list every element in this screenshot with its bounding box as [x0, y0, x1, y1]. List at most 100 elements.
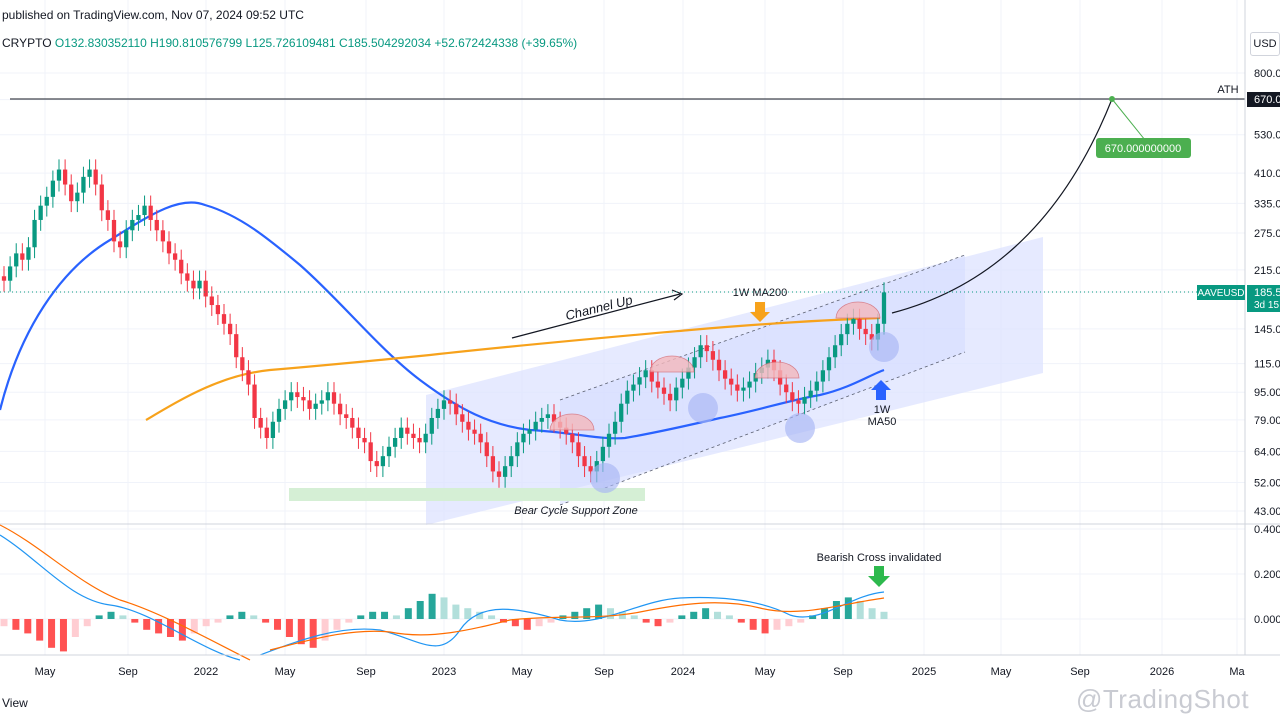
x-tick-label: 2023: [432, 666, 456, 678]
macd-histogram-bar: [856, 601, 864, 619]
signal-line: [0, 524, 885, 661]
candle-body: [606, 433, 612, 447]
candle-body: [661, 387, 667, 394]
candle-body: [221, 314, 227, 324]
macd-histogram-bar: [797, 619, 805, 623]
candle-body: [447, 400, 453, 404]
macd-histogram-bar: [202, 619, 210, 627]
x-tick-label: 2025: [912, 666, 936, 678]
candle-body: [502, 466, 508, 477]
candle-body: [392, 437, 398, 447]
candle-body: [851, 318, 856, 324]
currency-button[interactable]: USD: [1250, 32, 1280, 56]
countdown-text: 3d 15: [1254, 300, 1279, 311]
candle-body: [429, 417, 434, 434]
y-tick-label: 115.0: [1254, 359, 1280, 371]
candle-body: [14, 253, 19, 267]
candle-body: [264, 427, 269, 438]
candle-body: [869, 334, 874, 340]
candle-body: [38, 205, 43, 220]
candle-body: [698, 345, 703, 358]
candle-body: [686, 367, 691, 379]
top-arc: [835, 301, 881, 319]
candle-body: [417, 437, 422, 443]
macd-histogram-bar: [832, 601, 840, 619]
y-tick-label: 64.00: [1254, 446, 1280, 458]
candle-body: [814, 381, 819, 391]
candle-body: [325, 392, 331, 401]
candle-body: [612, 421, 618, 434]
candle-body: [154, 219, 159, 231]
last-price-text: 185.5: [1254, 287, 1280, 299]
candle-body: [276, 408, 282, 422]
candle-body: [722, 370, 728, 379]
candle-body: [99, 184, 104, 211]
macd-histogram-bar: [285, 619, 293, 637]
candle-body: [466, 421, 471, 430]
macd-histogram-bar: [333, 619, 341, 630]
view-label[interactable]: View: [2, 696, 28, 710]
ath-price-text: 670.0: [1254, 94, 1280, 106]
bottom-circle: [785, 413, 815, 443]
candle-body: [790, 392, 795, 401]
candle-body: [252, 384, 257, 418]
candle-body: [582, 456, 587, 467]
macd-histogram-bar: [357, 615, 365, 619]
candle-body: [533, 421, 538, 430]
candle-body: [472, 429, 477, 434]
candle-body: [270, 421, 276, 438]
ath-text: ATH: [1217, 84, 1238, 96]
macd-histogram-bar: [595, 604, 603, 619]
candle-body: [784, 384, 789, 393]
macd-histogram-bar: [369, 611, 377, 619]
macd-histogram-bar: [702, 608, 710, 619]
candle-body: [350, 417, 355, 428]
candle-body: [820, 370, 826, 382]
macd-histogram-bar: [250, 615, 258, 619]
candle-body: [362, 437, 367, 443]
candle-body: [551, 414, 557, 422]
macd-histogram-bar: [511, 619, 519, 627]
ma50-label-1: 1W: [874, 404, 891, 416]
candle-body: [319, 400, 324, 404]
macd-histogram-bar: [392, 615, 400, 619]
candle-body: [69, 184, 74, 202]
bottom-circle: [869, 332, 899, 362]
macd-histogram-bar: [119, 615, 127, 619]
x-tick-label: Sep: [833, 666, 853, 678]
candle-body: [368, 442, 373, 462]
macd-histogram-bar: [404, 608, 412, 619]
candle-body: [75, 192, 80, 202]
x-tick-label: May: [991, 666, 1012, 678]
y-tick-label: 79.00: [1254, 415, 1280, 427]
candle-body: [380, 456, 386, 467]
candle-body: [716, 359, 722, 371]
macd-histogram-bar: [654, 619, 662, 627]
macd-histogram-bar: [440, 597, 448, 619]
macd-histogram-bar: [488, 615, 496, 619]
candle-body: [460, 414, 465, 422]
macd-histogram-bar: [238, 611, 246, 619]
candle-body: [282, 400, 288, 409]
y-tick-label: 275.0: [1254, 228, 1280, 240]
y-tick-label: 95.00: [1254, 387, 1280, 399]
support-zone: [289, 488, 645, 501]
candle-body: [735, 384, 740, 391]
candle-body: [50, 180, 56, 197]
candle-body: [191, 280, 196, 289]
target-label-bg: [1096, 138, 1191, 158]
macd-histogram-bar: [416, 601, 424, 619]
candle-body: [692, 357, 697, 368]
candle-body: [374, 461, 379, 467]
candle-body: [148, 205, 153, 220]
bottom-circle: [590, 463, 620, 493]
candle-body: [172, 253, 178, 260]
candle-body: [307, 400, 312, 409]
macd-histogram-bar: [844, 597, 852, 619]
candle-body: [545, 414, 551, 418]
x-tick-label: Ma: [1229, 666, 1245, 678]
y-tick-label: 800.0: [1254, 68, 1280, 80]
macd-annotation: Bearish Cross invalidated: [817, 552, 942, 564]
macd-histogram-bar: [59, 619, 67, 652]
